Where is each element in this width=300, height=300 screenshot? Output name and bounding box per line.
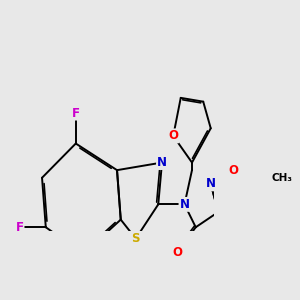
Text: O: O: [168, 129, 178, 142]
Text: O: O: [228, 164, 238, 177]
Text: O: O: [172, 246, 182, 259]
Text: N: N: [179, 198, 190, 211]
Text: CH₃: CH₃: [272, 173, 292, 183]
Text: F: F: [16, 221, 23, 234]
Text: F: F: [72, 106, 80, 120]
Text: N: N: [157, 156, 167, 169]
Text: S: S: [131, 232, 140, 245]
Text: N: N: [206, 177, 216, 190]
